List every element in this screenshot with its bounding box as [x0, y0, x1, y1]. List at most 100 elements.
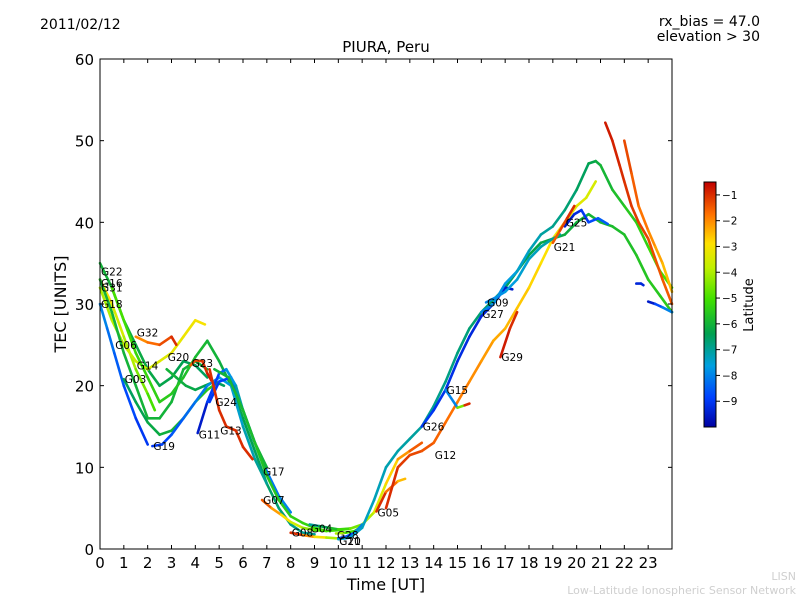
- series-label-G14: G14: [137, 360, 159, 372]
- series-label-G07: G07: [263, 495, 285, 507]
- series-segment: [98, 278, 114, 314]
- series-segment: [229, 384, 245, 428]
- series-label-G04: G04: [311, 524, 333, 536]
- series-segment: [372, 482, 388, 514]
- series-segment: [661, 261, 674, 294]
- series-segment: [572, 208, 583, 216]
- series-segment: [432, 380, 447, 408]
- series-label-G17: G17: [263, 466, 285, 478]
- series-segment: [225, 425, 238, 432]
- colorbar-tick-label: −8: [722, 370, 737, 382]
- series-segment: [661, 278, 674, 306]
- series-label-G16: G16: [101, 278, 123, 290]
- series-segment: [646, 278, 662, 298]
- series-label-G15: G15: [447, 385, 469, 397]
- series-segment: [396, 437, 412, 453]
- series-segment: [194, 318, 207, 326]
- series-segment: [637, 221, 650, 240]
- series-segment: [661, 305, 674, 314]
- series-segment: [408, 425, 424, 441]
- x-tick-label: 9: [310, 554, 320, 572]
- series-label-G08: G08: [292, 528, 314, 540]
- series-segment: [653, 257, 664, 281]
- series-segment: [611, 225, 626, 236]
- series-segment: [241, 425, 257, 461]
- series-segment: [208, 367, 221, 412]
- series-G32: [134, 335, 178, 347]
- series-label-G24: G24: [215, 397, 237, 409]
- series-segment: [301, 521, 316, 530]
- colorbar-tick-label: −4: [722, 267, 738, 279]
- series-segment: [277, 494, 293, 514]
- series-segment: [158, 429, 173, 437]
- series-segment: [444, 359, 459, 392]
- x-tick-label: 1: [119, 554, 129, 572]
- series-segment: [170, 335, 178, 347]
- series-segment: [348, 526, 364, 539]
- series-segment: [158, 392, 173, 404]
- series-late3: [634, 282, 645, 287]
- series-label-G18: G18: [101, 299, 123, 311]
- series-segment: [113, 351, 126, 388]
- credit: LISN Low-Latitude Ionospheric Sensor Net…: [567, 570, 796, 598]
- series-label-G21: G21: [339, 536, 361, 548]
- series-segment: [599, 163, 614, 191]
- series-segment: [494, 290, 507, 299]
- colorbar-tick-label: −9: [722, 396, 737, 408]
- series-segment: [479, 339, 495, 363]
- series-segment: [158, 351, 173, 363]
- series-label-G22: G22: [101, 266, 123, 278]
- series-segment: [134, 416, 149, 446]
- colorbar: [703, 181, 717, 428]
- series-segment: [503, 306, 519, 330]
- series-segment: [325, 536, 340, 540]
- series-label-G26: G26: [423, 422, 445, 434]
- series-label-G06: G06: [115, 340, 137, 352]
- series-G17: [213, 367, 352, 533]
- series-segment: [234, 429, 245, 449]
- elevation-label: elevation > 30: [656, 29, 760, 45]
- series-segment: [253, 457, 269, 486]
- colorbar-label: Latitude: [742, 278, 757, 332]
- series-segment: [563, 212, 576, 228]
- plot-frame: [99, 58, 673, 550]
- series-segment: [182, 359, 197, 367]
- series-segment: [479, 302, 495, 314]
- series-segment: [241, 408, 257, 445]
- series-label-G28: G28: [337, 530, 359, 542]
- series-late1: [603, 121, 674, 306]
- series-segment: [587, 217, 600, 224]
- series-segment: [277, 498, 293, 518]
- y-tick-label: 60: [75, 51, 94, 69]
- x-tick-label: 11: [353, 554, 372, 572]
- series-segment: [468, 359, 483, 383]
- series-segment: [122, 343, 138, 363]
- series-segment: [134, 384, 149, 420]
- series-segment: [265, 482, 281, 510]
- series-segment: [396, 449, 412, 461]
- x-tick-label: 15: [448, 554, 467, 572]
- series-segment: [165, 367, 178, 379]
- series-label-G11: G11: [199, 430, 221, 442]
- series-segment: [456, 335, 471, 363]
- x-tick-label: 4: [191, 554, 201, 572]
- x-tick-label: 5: [214, 554, 224, 572]
- series-segment: [420, 408, 436, 428]
- x-tick-label: 12: [376, 554, 395, 572]
- series-segment: [384, 449, 400, 469]
- series-segment: [515, 257, 531, 281]
- series-segment: [551, 208, 567, 228]
- series-segment: [491, 282, 507, 306]
- series-segment: [408, 449, 424, 457]
- series-segment: [158, 335, 173, 347]
- series-segment: [98, 302, 109, 330]
- x-tick-label: 0: [95, 554, 105, 572]
- series-label-G20: G20: [168, 352, 190, 364]
- series-segment: [313, 528, 328, 533]
- series-segment: [194, 363, 209, 379]
- y-tick-label: 20: [75, 378, 94, 396]
- series-segment: [637, 204, 650, 232]
- series-segment: [375, 490, 388, 513]
- series-segment: [336, 527, 352, 531]
